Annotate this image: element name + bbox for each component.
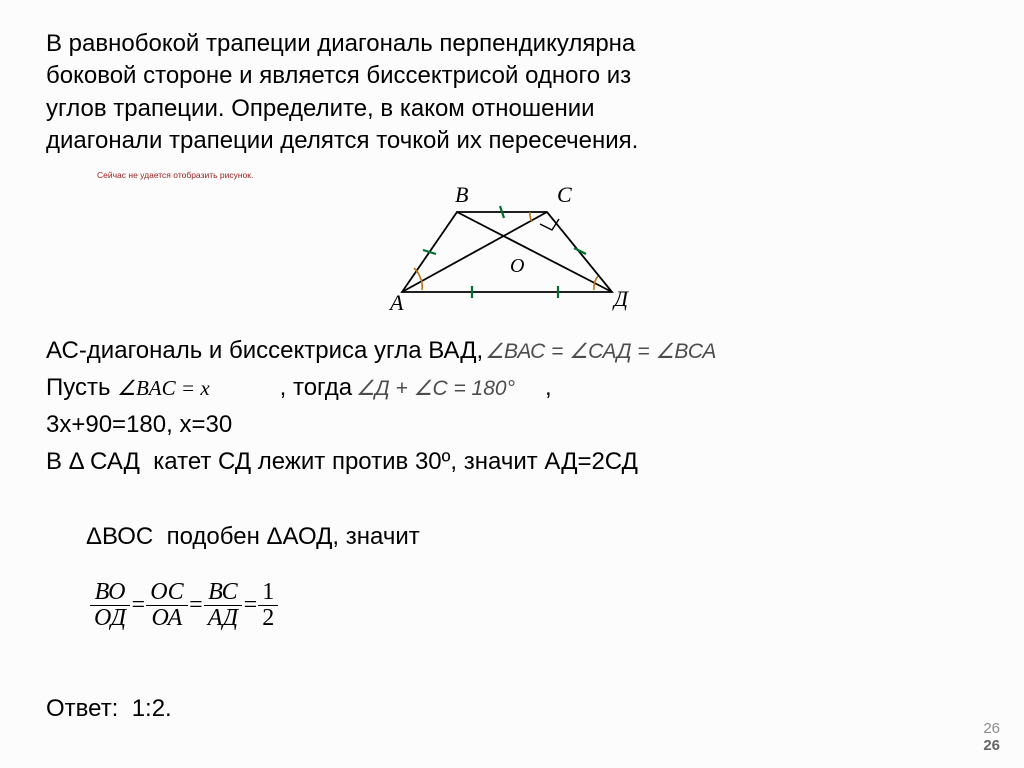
sol-line-2: Пусть ∠BAC = х, тогда∠Д + ∠С = 180°, xyxy=(46,369,978,406)
problem-statement: В равнобокой трапеции диагональ перпенди… xyxy=(46,28,978,158)
frac-2: ОС ОА xyxy=(146,580,187,631)
frac4-num: 1 xyxy=(258,580,278,605)
frac2-num: ОС xyxy=(146,580,187,605)
trapezoid-diagram: В С А Д О xyxy=(362,172,662,322)
problem-line-4: диагонали трапеции делятся точкой их пер… xyxy=(46,125,978,157)
sol-2a: Пусть xyxy=(46,374,110,401)
eq-2: = xyxy=(188,587,204,624)
sol-line-1: АС-диагональ и биссектриса угла ВАД,∠ВАС… xyxy=(46,332,978,369)
sol-1-ghost: ∠ВАС = ∠САД = ∠ВСА xyxy=(485,340,716,363)
label-A: А xyxy=(388,290,404,315)
label-B: В xyxy=(455,182,468,207)
sol-2-ghost: ∠Д + ∠С = 180° xyxy=(356,377,515,400)
sol-2-mid: ∠BAC = х xyxy=(117,376,209,400)
sol-1a: АС-диагональ и биссектриса угла ВАД, xyxy=(46,337,483,364)
diagram-container: В С А Д О xyxy=(46,172,978,322)
label-D: Д xyxy=(612,286,629,311)
frac-4: 1 2 xyxy=(258,580,278,631)
frac3-num: ВС xyxy=(204,580,242,605)
problem-line-1: В равнобокой трапеции диагональ перпенди… xyxy=(46,28,978,60)
render-error-text: Сейчас не удается отобразить рисунок. xyxy=(97,170,253,180)
sol-line-4: В Δ САД катет СД лежит против 30º, значи… xyxy=(46,443,978,480)
sol-2b: , тогда xyxy=(280,374,352,401)
eq-1: = xyxy=(130,587,146,624)
ratio-expression: ВО ОД = ОС ОА = ВС АД = 1 xyxy=(90,580,278,631)
frac2-den: ОА xyxy=(147,606,186,631)
sol-line-3: 3х+90=180, х=30 xyxy=(46,406,978,443)
frac1-num: ВО xyxy=(91,580,130,605)
frac-1: ВО ОД xyxy=(90,580,130,631)
eq-3: = xyxy=(242,587,258,624)
page-num-2: 26 xyxy=(983,737,1000,754)
solution: АС-диагональ и биссектриса угла ВАД,∠ВАС… xyxy=(46,332,978,728)
label-O: О xyxy=(510,255,524,277)
sol-5a: ΔВОС подобен ΔАОД, значит xyxy=(86,523,420,550)
answer-line: Ответ: 1:2. xyxy=(46,690,978,727)
frac4-den: 2 xyxy=(258,606,278,631)
label-C: С xyxy=(557,182,572,207)
problem-line-3: углов трапеции. Определите, в каком отно… xyxy=(46,93,978,125)
sol-line-5: ΔВОС подобен ΔАОД, значит ВО ОД = ОС ОА … xyxy=(46,480,978,668)
problem-line-2: боковой стороне и является биссектрисой … xyxy=(46,60,978,92)
page-number: 26 26 xyxy=(983,720,1000,755)
frac3-den: АД xyxy=(204,606,242,631)
page-num-1: 26 xyxy=(983,720,1000,737)
frac-3: ВС АД xyxy=(204,580,242,631)
frac1-den: ОД xyxy=(90,606,130,631)
